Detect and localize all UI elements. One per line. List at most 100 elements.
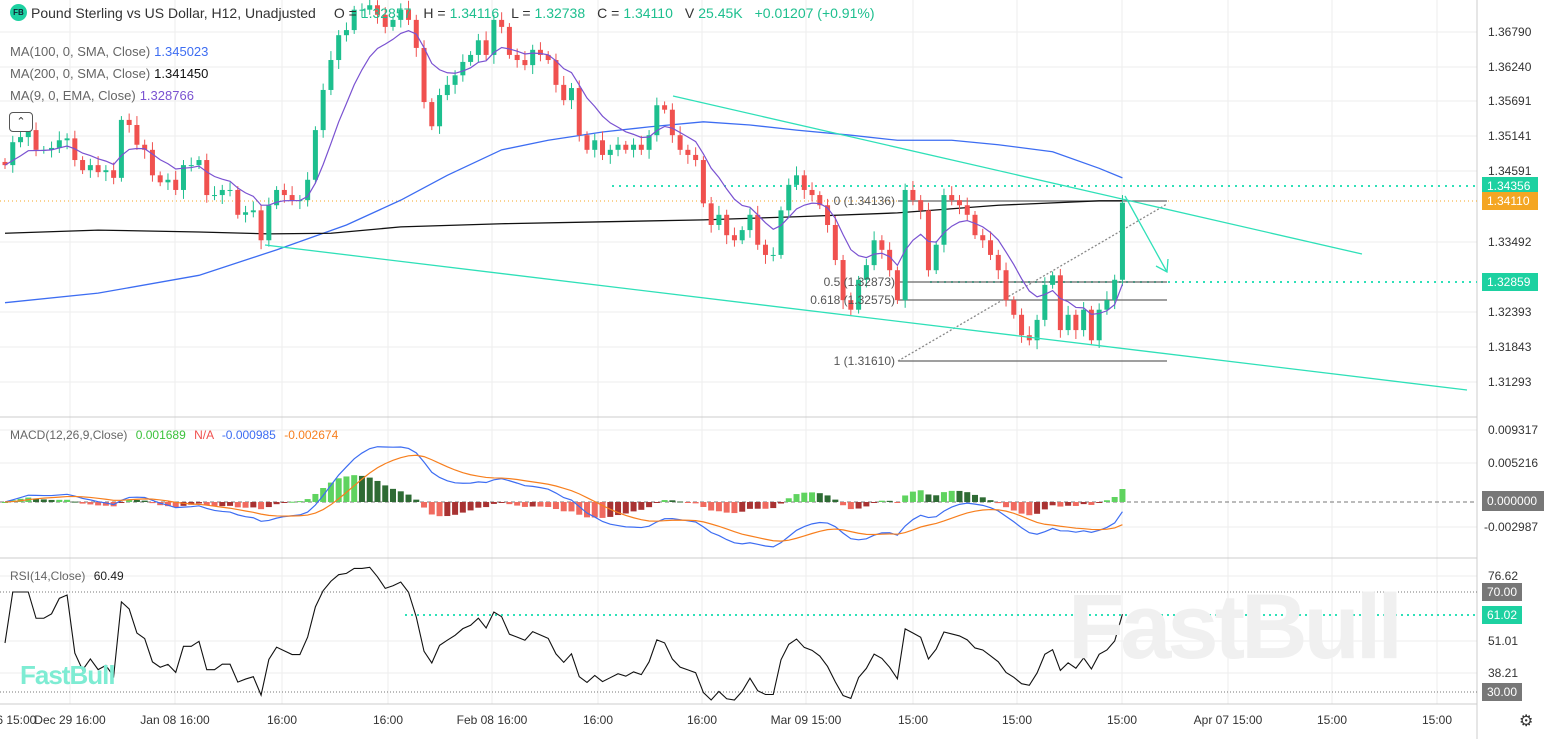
ma200-value: 1.341450: [154, 66, 209, 81]
macd-histogram-bar: [746, 502, 753, 509]
ema9-legend[interactable]: MA(9, 0, EMA, Close) 1.328766: [10, 88, 194, 103]
rsi-30-badge: 30.00: [1482, 683, 1522, 701]
ema9-line-group: [4, 30, 1124, 315]
candle-body: [483, 40, 489, 55]
candle: [134, 116, 140, 150]
price-tick: 1.35141: [1488, 129, 1532, 143]
macd-histogram-bar: [382, 485, 389, 502]
macd-na-value: N/A: [194, 428, 214, 442]
settings-gear-icon[interactable]: ⚙: [1519, 713, 1534, 730]
candle-body: [747, 214, 753, 231]
candle-body: [662, 105, 668, 110]
macd-legend[interactable]: MACD(12,26,9,Close) 0.001689 N/A -0.0009…: [10, 428, 338, 442]
candle-body: [149, 149, 155, 176]
macd-histogram-bar: [95, 502, 102, 506]
price-tick: 1.31843: [1488, 340, 1532, 354]
ema9-label: MA(9, 0, EMA, Close): [10, 88, 136, 103]
ma100-legend[interactable]: MA(100, 0, SMA, Close) 1.345023: [10, 44, 208, 59]
macd-histogram-bar: [1088, 502, 1095, 505]
candle-body: [95, 165, 101, 173]
ema9-line: [4, 30, 1124, 315]
macd-histogram-bar: [1003, 502, 1010, 508]
candle: [778, 206, 784, 259]
candle: [80, 156, 86, 175]
candle: [1003, 262, 1009, 307]
symbol-title[interactable]: Pound Sterling vs US Dollar, H12, Unadju…: [31, 4, 316, 21]
macd-histogram-bar: [902, 495, 909, 502]
candle-body: [964, 205, 970, 215]
price-axis[interactable]: 1.36790 1.36240 1.35691 1.35141 1.34591 …: [1484, 25, 1538, 680]
macd-histogram-bar: [917, 490, 924, 502]
collapse-legend-button[interactable]: ⌃: [9, 112, 33, 132]
channel-lower-line[interactable]: [264, 244, 1468, 391]
candle-body: [731, 235, 737, 241]
candle-body: [437, 95, 443, 127]
svg-text:70.00: 70.00: [1487, 585, 1517, 599]
candle: [825, 198, 831, 233]
candle: [863, 258, 869, 288]
rsi-current-badge: 61.02: [1482, 606, 1522, 624]
candle: [561, 75, 567, 106]
macd-histogram-bar: [661, 500, 668, 502]
macd-histogram-bar: [630, 502, 637, 512]
candle: [1042, 277, 1048, 327]
macd-histogram-bar: [871, 502, 878, 503]
candle: [902, 183, 908, 308]
candle: [56, 131, 62, 154]
candle-body: [708, 203, 714, 225]
macd-histogram-bar: [498, 502, 505, 503]
candle: [382, 7, 388, 34]
candle: [266, 197, 272, 247]
candle-body: [832, 224, 838, 261]
candle-body: [1088, 309, 1094, 341]
macd-signal-value: -0.002674: [284, 428, 339, 442]
time-tick: Feb 08 16:00: [457, 713, 528, 727]
macd-histogram-bar: [475, 502, 482, 508]
projection-arrow[interactable]: [1124, 195, 1169, 274]
candle-body: [669, 109, 675, 136]
macd-histogram-bar: [964, 492, 971, 502]
candle-body: [134, 124, 140, 145]
candle-body: [499, 19, 505, 27]
macd-histogram-bar: [366, 477, 373, 502]
ma200-legend[interactable]: MA(200, 0, SMA, Close) 1.341450: [10, 66, 208, 81]
change-value: +0.01207 (+0.91%): [754, 4, 875, 21]
candle: [359, 3, 365, 18]
macd-histogram-bar: [568, 502, 575, 512]
ma100-line: [4, 121, 1123, 304]
channel-upper-line[interactable]: [672, 95, 1363, 255]
candle: [235, 186, 241, 219]
candle: [770, 247, 776, 262]
candle: [631, 138, 637, 158]
macd-histogram-bar: [739, 502, 746, 512]
candle-body: [266, 205, 272, 241]
candle: [739, 226, 745, 245]
candle: [623, 140, 629, 154]
candle: [1073, 309, 1079, 340]
candle-body: [49, 147, 55, 150]
candle-body: [421, 47, 427, 103]
candle-body: [204, 160, 210, 196]
macd-histogram-bar: [878, 500, 885, 502]
macd-histogram-bar: [537, 502, 544, 507]
candle: [1119, 195, 1125, 287]
macd-histogram-bar: [1026, 502, 1033, 516]
candle: [320, 83, 326, 138]
time-axis[interactable]: Dec 29 16:00 Jan 08 16:00 16:00 16:00 Feb 08…: [0, 713, 1452, 727]
candle: [530, 44, 536, 75]
time-tick: Mar 09 15:00: [771, 713, 842, 727]
candles: [2, 0, 1125, 350]
candle: [693, 147, 699, 167]
macd-histogram-bar: [622, 502, 629, 514]
candle: [995, 249, 1001, 280]
candle: [887, 242, 893, 277]
candle-body: [607, 149, 613, 155]
candle-body: [374, 5, 380, 15]
macd-histogram-bar: [708, 502, 715, 511]
rsi-tick: 38.21: [1488, 666, 1518, 680]
rsi-legend[interactable]: RSI(14,Close) 60.49: [10, 569, 124, 583]
candle-body: [173, 179, 179, 190]
candle-body: [359, 9, 365, 11]
candle-body: [568, 88, 574, 101]
